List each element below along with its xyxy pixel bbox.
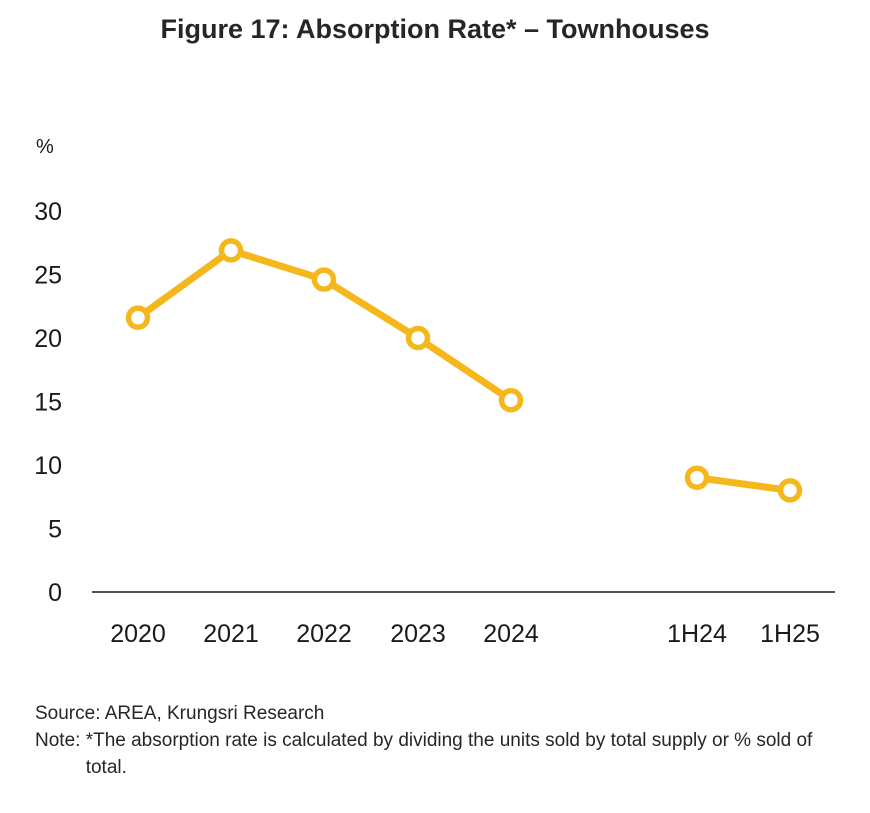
series-line [693, 474, 794, 494]
y-tick-label: 10 [34, 452, 62, 480]
source-text: Source: AREA, Krungsri Research [35, 703, 325, 724]
y-tick-label: 30 [34, 198, 62, 226]
data-point [777, 478, 803, 503]
x-tick-label: 2021 [203, 620, 259, 648]
x-tick-label: 2024 [483, 620, 539, 648]
x-tick-label: 2020 [110, 620, 166, 648]
data-point [498, 387, 524, 413]
note-text: *The absorption rate is calculated by di… [85, 730, 813, 778]
y-axis-unit-label: % [36, 136, 54, 158]
data-point [311, 267, 337, 292]
note-label: Note: [35, 730, 86, 751]
chart-footer: Source: AREA, Krungsri Research Note: *T… [35, 700, 826, 781]
x-tick-label: 2022 [296, 620, 352, 648]
y-axis-ticks: 0 5 10 15 20 25 30 [34, 198, 62, 607]
y-tick-label: 25 [34, 262, 62, 290]
data-point [218, 238, 244, 263]
note-row: Note: *The absorption rate is calculated… [35, 727, 826, 781]
y-tick-label: 20 [34, 325, 62, 353]
x-tick-label: 1H24 [667, 620, 727, 648]
y-tick-label: 0 [48, 579, 62, 607]
chart-title: Figure 17: Absorption Rate* – Townhouses [160, 14, 710, 44]
y-tick-label: 15 [34, 389, 62, 417]
data-point [125, 305, 151, 330]
series-lines [134, 246, 794, 494]
data-point [684, 465, 710, 490]
x-axis-ticks: 2020 2021 2022 2023 2024 1H24 1H25 [110, 620, 820, 648]
x-tick-label: 1H25 [760, 620, 820, 648]
absorption-rate-chart: % 0 5 10 15 20 25 30 2020 2021 2022 2023 2024 1H24 1… [34, 136, 835, 648]
x-tick-label: 2023 [390, 620, 446, 648]
data-point [405, 325, 431, 351]
data-points [125, 238, 803, 503]
y-tick-label: 5 [48, 516, 62, 544]
